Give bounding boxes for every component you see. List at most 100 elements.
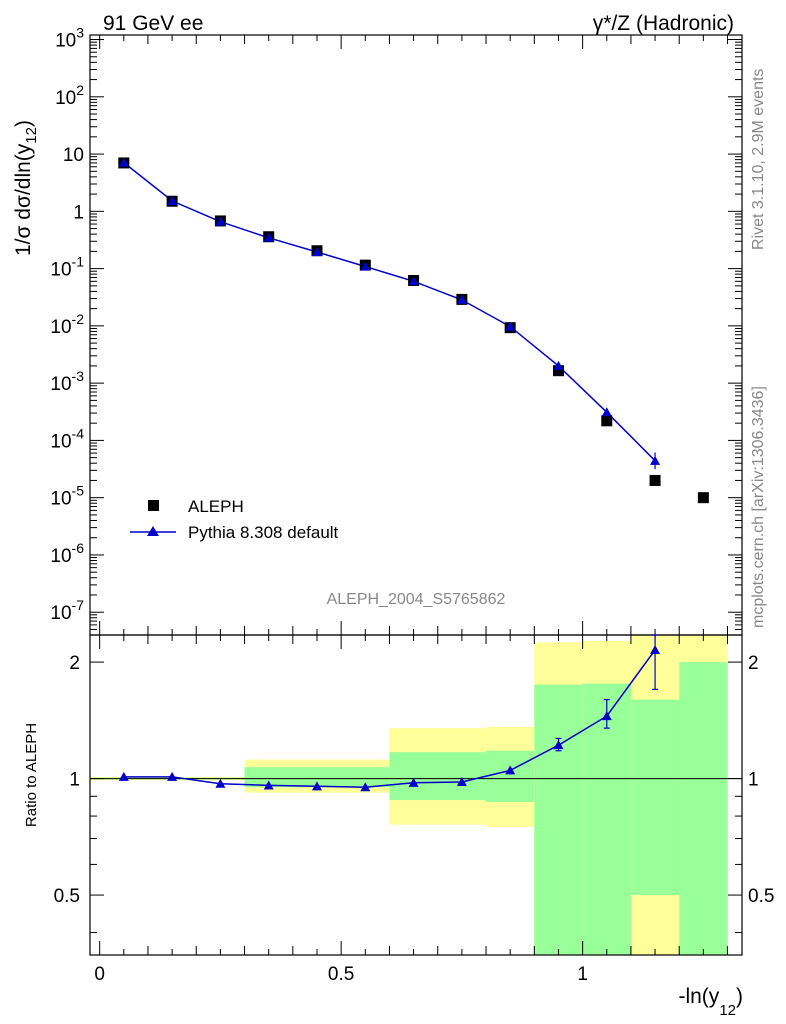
ratio-y-tick-label-right: 1 [748, 770, 759, 791]
ratio-mc-point [650, 644, 661, 654]
mc-data-point [650, 455, 661, 465]
mc-data-point [553, 360, 564, 370]
ratio-mc-point [360, 782, 371, 792]
aleph-data-point [697, 492, 709, 504]
main-y-tick-label: 102 [55, 82, 84, 109]
x-axis-label-text: -ln(y [678, 985, 719, 1008]
main-y-tick-label-exponent: -7 [72, 597, 85, 613]
mc-data-point [215, 216, 226, 226]
ratio-y-tick-label-right: 0.5 [748, 886, 774, 907]
ratio-panel-axes: 0.5 0.5 1 1 2 2 0 0.5 1 [54, 634, 774, 985]
ratio-mc-point [505, 765, 516, 775]
band-inner-3 [486, 750, 535, 802]
main-y-tick-label: 10-5 [50, 483, 84, 510]
collision-energy-title: 91 GeV ee [103, 12, 203, 35]
ratio-y-tick-label-left: 0.5 [54, 886, 80, 907]
main-y-tick-label-base: 10 [50, 603, 71, 624]
x-tick-label: 0.5 [328, 964, 354, 985]
main-y-tick-label-base: 10 [50, 374, 71, 395]
mc-data-point [601, 407, 612, 417]
band-inner-5 [582, 683, 631, 955]
main-y-tick-label: 103 [55, 25, 84, 52]
main-y-tick-label-base: 10 [50, 317, 71, 338]
ratio-mc-point [118, 771, 129, 781]
ratio-mc-point [167, 771, 178, 781]
ratio-y-tick-label-left: 2 [69, 653, 80, 674]
main-y-tick-label-exponent: -2 [72, 311, 85, 327]
ratio-mc-point [601, 711, 612, 721]
band-inner-7 [679, 662, 728, 955]
ratio-panel-series [118, 634, 661, 792]
ratio-mc-point [311, 781, 322, 791]
x-axis-label: -ln(y12) [678, 985, 743, 1019]
svg-text:-ln(y12): -ln(y12) [678, 985, 743, 1019]
main-y-tick-label-exponent: -1 [72, 254, 85, 270]
x-axis-label-subscript: 12 [719, 1002, 736, 1019]
ratio-uncertainty-bands [90, 635, 728, 955]
analysis-watermark: ALEPH_2004_S5765862 [327, 591, 506, 608]
main-y-tick-label-exponent: -6 [72, 540, 85, 556]
main-y-tick-label: 10-3 [50, 368, 84, 395]
rivet-version-label: Rivet 3.1.10, 2.9M events [750, 69, 767, 250]
ratio-frame [89, 634, 743, 956]
main-y-tick-label-exponent: 3 [76, 25, 84, 41]
main-y-tick-label-base: 10 [50, 431, 71, 452]
mc-data-point [311, 246, 322, 256]
main-y-tick-label-base: 10 [55, 31, 76, 52]
legend-data-label: ALEPH [188, 497, 244, 516]
ratio-mc-line [123, 649, 656, 788]
band-inner-4 [534, 684, 583, 955]
main-frame [89, 34, 743, 636]
main-y-tick-label: 10-2 [50, 311, 84, 338]
mc-data-point [360, 261, 371, 271]
mc-data-point [408, 276, 419, 286]
mc-data-point [118, 157, 129, 167]
ratio-mc-point [553, 740, 564, 750]
mc-line [123, 162, 656, 462]
band-inner-1 [244, 767, 390, 788]
ratio-mc-point [456, 776, 467, 786]
aleph-data-point [649, 474, 661, 486]
mc-data-point [263, 232, 274, 242]
legend: ALEPH Pythia 8.308 default [130, 497, 339, 542]
svg-text:1/σ dσ/dln(y12): 1/σ dσ/dln(y12) [12, 120, 40, 256]
main-y-tick-label: 10-1 [50, 254, 84, 281]
legend-data-marker [148, 500, 159, 511]
main-y-tick-label: 10-6 [50, 540, 84, 567]
ratio-mc-point [215, 778, 226, 788]
mc-data-point [167, 195, 178, 205]
band-inner-6 [630, 699, 680, 896]
main-y-tick-label-base: 10 [50, 489, 71, 510]
main-panel-series [118, 157, 709, 504]
main-y-axis-label-text: 1/σ dσ/dln(y [12, 143, 35, 256]
mc-data-point [456, 294, 467, 304]
aleph-data-point [552, 365, 564, 377]
main-y-tick-label: 1 [73, 202, 84, 223]
main-y-tick-label-base: 10 [55, 88, 76, 109]
mcplots-source-label: mcplots.cern.ch [arXiv:1306.3436] [750, 386, 767, 628]
legend-mc-marker [147, 526, 159, 536]
ratio-mc-point [408, 777, 419, 787]
main-y-axis-label-subscript: 12 [23, 127, 40, 144]
main-y-tick-label-exponent: 2 [76, 82, 84, 98]
x-tick-label: 0 [94, 964, 105, 985]
band-inner-2 [389, 752, 487, 801]
main-y-tick-label: 10 [63, 145, 84, 166]
ratio-mc-point [263, 780, 274, 790]
aleph-data-point [601, 415, 613, 427]
process-title: γ*/Z (Hadronic) [593, 12, 734, 35]
main-y-tick-label-base: 10 [50, 260, 71, 281]
mc-data-point [505, 321, 516, 331]
ratio-y-tick-label-left: 1 [69, 770, 80, 791]
main-y-tick-label: 10-4 [50, 425, 84, 452]
main-y-tick-label: 10-7 [50, 597, 84, 624]
main-y-tick-label-base: 10 [50, 546, 71, 567]
main-y-tick-label-exponent: -4 [72, 425, 85, 441]
x-axis-label-close: ) [736, 985, 743, 1008]
ratio-y-axis-label: Ratio to ALEPH [23, 723, 40, 827]
x-tick-label: 1 [577, 964, 588, 985]
main-y-axis-label-close: ) [12, 120, 35, 127]
legend-mc-label: Pythia 8.308 default [188, 523, 339, 542]
